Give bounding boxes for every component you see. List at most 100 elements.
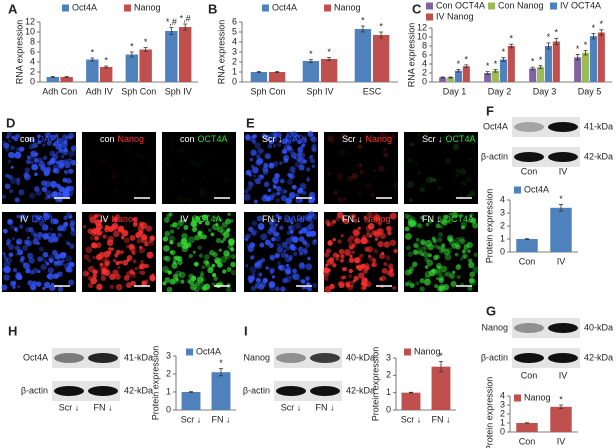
cell: [283, 156, 288, 161]
cell: [180, 238, 188, 245]
cell: [417, 250, 422, 255]
cell: [37, 269, 41, 274]
cell: [58, 186, 65, 193]
cell: [468, 220, 472, 224]
cell: [468, 261, 475, 269]
cell: [267, 188, 272, 193]
cell: [414, 161, 419, 165]
error-bar: [456, 69, 461, 73]
cell: [34, 220, 38, 224]
cell: [218, 248, 222, 252]
cell: [5, 257, 13, 264]
cell: [340, 254, 345, 259]
legend-swatch: [124, 4, 131, 12]
cell: [461, 180, 466, 186]
cell: [382, 147, 387, 152]
bar: [320, 59, 338, 82]
cell: [419, 278, 425, 284]
cell: [298, 187, 303, 192]
cell: [112, 259, 116, 263]
cell: [344, 249, 351, 256]
cell: [255, 154, 261, 159]
cell: [38, 160, 45, 168]
blot-band: [548, 323, 578, 333]
blot-band: [54, 386, 84, 396]
cell: [222, 269, 227, 274]
cell: [176, 256, 183, 262]
bar: [354, 29, 372, 82]
cell: [28, 227, 34, 233]
cell: [16, 177, 21, 182]
cell: [442, 214, 449, 220]
cell: [413, 243, 418, 249]
cell: [104, 225, 110, 230]
cell: [413, 241, 420, 248]
cell: [88, 265, 95, 273]
panel-letter: G: [486, 303, 496, 318]
cell: [38, 246, 45, 252]
blot-row-label: Oct4A: [23, 352, 48, 362]
cell: [462, 254, 467, 260]
cell: [100, 268, 106, 273]
cell: [214, 216, 218, 220]
blot-size-label: 41-kDa: [124, 352, 153, 362]
cell: [274, 131, 282, 138]
cell: [42, 155, 48, 161]
cell: [115, 261, 120, 266]
cell: [257, 259, 263, 265]
cell: [338, 282, 345, 289]
error-bar: [525, 422, 529, 424]
micrograph: [324, 132, 398, 204]
cell: [167, 270, 172, 275]
cell: [354, 257, 362, 264]
cell: [4, 257, 9, 262]
cell: [373, 248, 379, 254]
panel-letter: B: [208, 1, 217, 16]
cell: [447, 219, 452, 225]
cell: [250, 229, 257, 236]
cell: [415, 281, 420, 286]
cell: [82, 270, 89, 277]
cell: [294, 222, 302, 230]
cell: [362, 285, 367, 290]
blot-row-label: β-actin: [21, 385, 48, 395]
cell: [12, 285, 16, 289]
cell: [129, 269, 135, 275]
cell: [243, 193, 251, 201]
cell: [379, 276, 383, 281]
cell: [28, 144, 35, 150]
y-tick-label: 2: [232, 56, 237, 66]
cell: [37, 157, 43, 163]
cell: [437, 215, 442, 220]
cell: [302, 159, 308, 164]
cell: [335, 257, 339, 261]
cell: [151, 276, 155, 281]
x-tick-label: IV: [557, 256, 566, 266]
cell: [377, 240, 384, 248]
y-tick-label: 1: [166, 386, 171, 396]
cell: [211, 273, 217, 278]
bar: [492, 70, 500, 82]
cell: [20, 255, 25, 261]
cell: [18, 224, 24, 229]
y-tick-label: 1: [232, 66, 237, 76]
cell: [336, 173, 344, 180]
cell: [18, 146, 25, 152]
cell: [341, 267, 346, 272]
significance-marker: *: [486, 61, 490, 71]
legend-swatch: [514, 186, 521, 194]
cell: [62, 187, 67, 192]
y-tick-label: 3: [386, 352, 391, 362]
cell: [37, 216, 41, 220]
cell: [310, 158, 316, 164]
error-bar: [50, 76, 55, 78]
cell: [230, 270, 237, 276]
x-tick-label: Adh Con: [42, 86, 77, 96]
legend-swatch: [426, 2, 433, 10]
cell: [391, 134, 396, 139]
y-axis-label: Protein expression: [484, 189, 494, 264]
cell: [197, 230, 203, 236]
cell: [62, 149, 69, 156]
cell: [140, 259, 144, 264]
error-bar: [183, 23, 188, 31]
